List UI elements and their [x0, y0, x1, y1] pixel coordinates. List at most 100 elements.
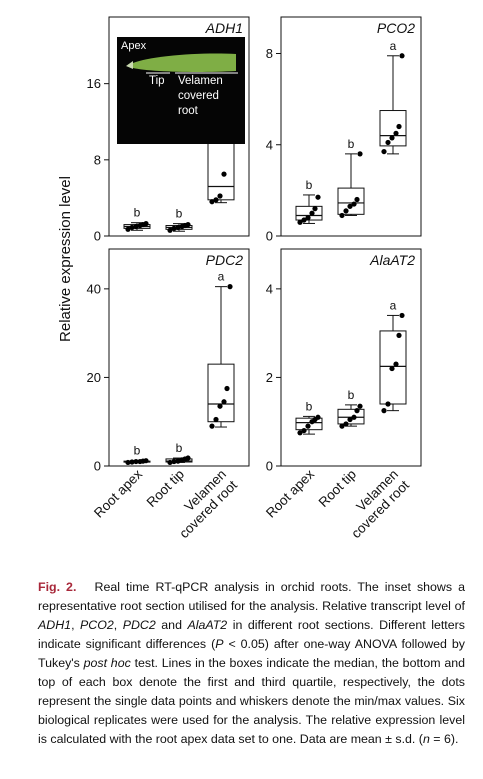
- data-point: [175, 458, 181, 464]
- data-point: [385, 139, 391, 146]
- data-point: [224, 385, 230, 392]
- data-point: [185, 455, 191, 461]
- data-point: [171, 458, 177, 465]
- panel-frame-alaat2: [280, 248, 422, 467]
- figure-2: Relative expression level ADH10816bbaPCO…: [57, 16, 422, 541]
- panel-title-pco2: PCO2: [377, 20, 415, 36]
- gene-pco2: PCO2: [80, 618, 114, 632]
- data-point: [357, 151, 363, 157]
- root-apex-tip: [126, 61, 133, 69]
- y-tick-label: 8: [266, 46, 273, 61]
- y-tick-label: 2: [266, 370, 273, 385]
- data-point: [143, 458, 149, 464]
- data-point: [393, 130, 399, 136]
- post-hoc: post hoc: [83, 656, 131, 670]
- y-tick-label: 8: [94, 152, 101, 167]
- data-point: [396, 332, 402, 338]
- data-point: [309, 210, 315, 216]
- data-point: [381, 148, 387, 155]
- root-section-inset: Apex Tip Velamen covered root: [117, 37, 245, 144]
- data-point: [171, 225, 177, 231]
- data-point: [227, 284, 233, 290]
- data-point: [389, 135, 395, 141]
- inset-tip-label: Tip: [149, 75, 165, 87]
- panel-title-pdc2: PDC2: [206, 252, 244, 268]
- data-point: [339, 423, 345, 429]
- inset-velamen-line-3: root: [178, 105, 199, 117]
- data-point: [167, 459, 173, 466]
- data-point: [315, 414, 321, 420]
- panel-title-alaat2: AlaAT2: [369, 252, 415, 268]
- data-point: [385, 401, 391, 407]
- significance-letter: b: [176, 207, 183, 221]
- significance-letter: b: [348, 388, 355, 402]
- data-point: [217, 403, 223, 409]
- panel-pco2: PCO2 0 4 8 b b a: [266, 16, 422, 244]
- data-point: [209, 199, 215, 205]
- y-tick-label: 4: [266, 137, 273, 152]
- y-tick-label: 4: [266, 281, 273, 296]
- data-point: [312, 206, 318, 212]
- data-point: [351, 414, 357, 420]
- caption-text-5: = 6).: [433, 732, 459, 746]
- data-point: [143, 221, 149, 227]
- data-point: [354, 196, 360, 203]
- data-point: [399, 53, 405, 59]
- data-point: [213, 197, 219, 203]
- root-segment: [133, 53, 236, 72]
- n-symbol: n: [422, 732, 430, 746]
- y-tick-label: 0: [94, 459, 101, 474]
- data-point: [305, 215, 311, 221]
- figure-label: Fig. 2.: [38, 580, 77, 594]
- data-point: [129, 459, 135, 465]
- category-label-line: Root apex: [91, 466, 145, 520]
- y-tick-label: 40: [87, 281, 101, 296]
- data-point: [343, 421, 349, 427]
- significance-letter: b: [348, 137, 355, 151]
- data-point: [217, 193, 223, 199]
- data-point: [213, 416, 219, 423]
- significance-letter: a: [390, 39, 397, 53]
- data-point: [351, 201, 357, 207]
- y-axis-label: Relative expression level: [57, 176, 74, 342]
- significance-letter: b: [306, 178, 313, 192]
- data-point: [301, 217, 307, 223]
- data-point: [129, 224, 135, 231]
- data-point: [399, 312, 405, 319]
- data-point: [125, 459, 131, 466]
- chart-panels: ADH1 0 8 16 b b a PCO2 0 4 8 b b a PDC2 0 20 40 b b a AlaAT2 0…: [87, 16, 422, 474]
- panel-frame-pdc2: [108, 248, 250, 467]
- category-label: Root apex: [263, 466, 317, 520]
- significance-letter: a: [218, 270, 225, 284]
- category-label: Root apex: [91, 466, 145, 520]
- box-iqr: [337, 187, 365, 215]
- data-point: [354, 408, 360, 414]
- data-point: [305, 423, 311, 429]
- y-tick-label: 20: [87, 370, 101, 385]
- gene-pdc2: PDC2: [122, 618, 156, 632]
- y-tick-label: 0: [266, 229, 273, 244]
- caption-text-2: in different root sections. Different le…: [38, 618, 465, 651]
- caption-and: and: [161, 618, 182, 632]
- box-iqr: [207, 363, 235, 423]
- data-point: [315, 194, 321, 200]
- inset-apex-label: Apex: [121, 40, 147, 52]
- caption-comma-2: ,: [113, 618, 118, 632]
- significance-letter: b: [134, 444, 141, 458]
- data-point: [347, 416, 353, 423]
- data-point: [301, 427, 307, 434]
- y-tick-label: 16: [87, 76, 101, 91]
- y-tick-label: 0: [94, 229, 101, 244]
- figure-caption: Fig. 2. Real time RT-qPCR analysis in or…: [38, 578, 465, 749]
- inset-velamen-line-1: Velamen: [178, 75, 223, 87]
- data-point: [221, 399, 227, 405]
- gene-alaat2: AlaAT2: [187, 618, 228, 632]
- significance-letter: b: [176, 441, 183, 455]
- data-point: [125, 226, 131, 232]
- data-point: [381, 408, 387, 414]
- data-point: [297, 430, 303, 436]
- category-label-line: Root apex: [263, 466, 317, 520]
- y-tick-label: 0: [266, 459, 273, 474]
- caption-text-3: < 0.05) after one-way ANOVA followed by …: [38, 637, 465, 670]
